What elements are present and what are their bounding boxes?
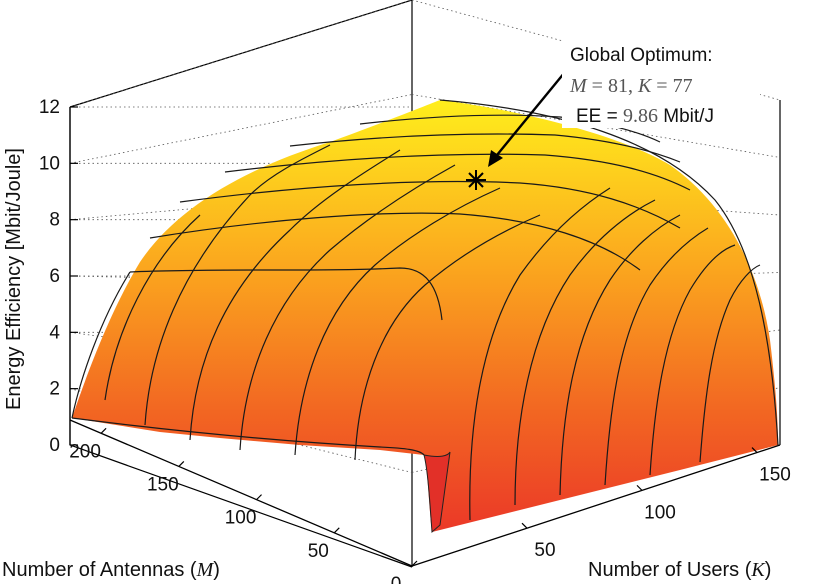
m-tick-label: 200 xyxy=(69,441,101,462)
mesh-line xyxy=(129,267,443,321)
svg-text:Global Optimum:: Global Optimum: xyxy=(570,45,713,66)
m-tick-mark xyxy=(100,427,107,434)
z-axis-label: Energy Efficiency [Mbit/Joule] xyxy=(3,148,25,410)
mesh-line xyxy=(469,187,611,521)
mesh-line xyxy=(104,214,201,401)
mesh-line xyxy=(179,180,681,229)
annotation-ee-label: EE = xyxy=(576,106,623,127)
z-grid-line xyxy=(69,0,413,108)
m-tick-label: 150 xyxy=(147,474,179,495)
m-tick-mark xyxy=(256,494,262,501)
surface xyxy=(72,100,778,534)
tick-marks xyxy=(70,106,758,567)
k-tick-mark xyxy=(751,447,758,453)
mesh-line xyxy=(649,244,736,476)
k-axis-line xyxy=(411,444,781,567)
m-tick-mark xyxy=(178,461,185,467)
mesh-line xyxy=(439,99,779,446)
surface-mesh xyxy=(71,99,779,521)
k-tick-label: 100 xyxy=(644,502,676,523)
k-tick-mark xyxy=(636,484,643,491)
svg-text:EE = 9.86 Mbit/J: EE = 9.86 Mbit/J xyxy=(576,105,714,127)
z-grid-line xyxy=(411,0,781,101)
svg-text:M = 81, K = 77: M = 81, K = 77 xyxy=(569,75,693,97)
k-tick-label: 50 xyxy=(534,540,555,561)
surface-body xyxy=(72,100,778,532)
z-tick-label: 8 xyxy=(49,210,60,231)
mesh-line xyxy=(354,214,541,461)
z-tick-label: 10 xyxy=(39,153,60,174)
mesh-line xyxy=(149,212,641,271)
mesh-line xyxy=(514,199,656,506)
z-tick-label: 6 xyxy=(49,266,60,287)
annotation-k-eq: = 77 xyxy=(651,75,692,97)
m-axis-label: Number of Antennas (M) xyxy=(2,559,220,581)
mesh-line xyxy=(224,153,691,191)
z-tick-label: 4 xyxy=(49,322,60,343)
k-tick-label: 150 xyxy=(759,465,791,486)
k-tick-mark xyxy=(521,522,528,529)
mesh-line xyxy=(71,417,425,456)
z-grid-line xyxy=(411,94,781,158)
mesh-line xyxy=(239,164,456,451)
mesh-line xyxy=(559,214,681,496)
tick-labels: 0 2 4 6 8 10 12 0 50 100 150 200 50 100 150 xyxy=(39,97,791,584)
annotation-m-eq: = 81, xyxy=(587,75,638,97)
m-axis-line xyxy=(69,419,413,567)
surface-near-edge xyxy=(423,451,451,534)
top-back-left-edge xyxy=(69,0,413,108)
k-axis-label: Number of Users (K) xyxy=(588,559,771,581)
m-tick-label: 0 xyxy=(391,574,402,584)
global-optimum-annotation: Global Optimum: M = 81, K = 77 EE = 9.86… xyxy=(562,36,760,128)
mesh-line xyxy=(699,264,761,463)
m-tick-label: 100 xyxy=(225,508,257,529)
z-tick-label: 12 xyxy=(39,97,60,118)
annotation-k-var: K xyxy=(637,75,653,97)
m-tick-mark xyxy=(411,560,418,567)
mesh-line xyxy=(71,271,131,419)
mesh-line xyxy=(604,227,709,486)
annotation-ee-unit: Mbit/J xyxy=(658,106,714,127)
annotation-m-var: M xyxy=(569,75,588,97)
mesh-line xyxy=(294,187,501,456)
annotation-ee-value: 9.86 xyxy=(623,105,658,127)
global-optimum-marker xyxy=(466,170,486,190)
annotation-arrow xyxy=(488,71,566,167)
z-tick-label: 0 xyxy=(49,435,60,456)
z-grid-line xyxy=(411,188,781,216)
mesh-line xyxy=(189,149,401,441)
m-tick-label: 50 xyxy=(308,541,329,562)
mesh-line xyxy=(289,133,681,163)
annotation-title: Global Optimum: xyxy=(570,45,713,66)
mesh-line xyxy=(144,144,331,426)
m-tick-mark xyxy=(333,527,340,534)
z-tick-label: 2 xyxy=(49,379,60,400)
